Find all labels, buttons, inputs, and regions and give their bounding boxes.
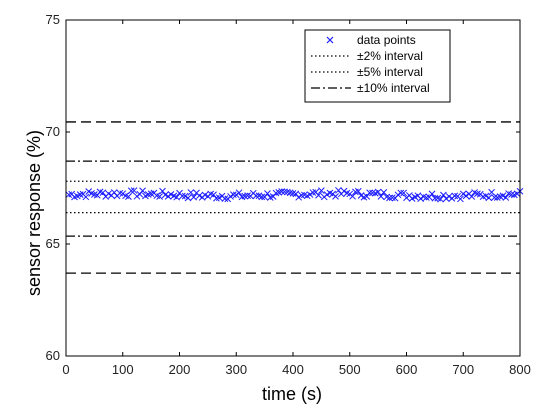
ticks: 0 100 200 300 400 500 600 700 800 60 65 70 75 <box>46 12 531 377</box>
data-point <box>400 189 408 197</box>
y-tick-label: 70 <box>46 124 60 139</box>
data-point <box>181 192 189 200</box>
data-point <box>462 192 470 200</box>
data-point <box>437 195 444 203</box>
data-point <box>119 190 127 198</box>
data-point <box>349 192 356 200</box>
data-point <box>99 189 107 197</box>
legend: data points ±2% interval ±5% interval ±10% … <box>304 29 451 103</box>
data-point <box>187 189 195 196</box>
data-point <box>139 187 146 195</box>
data-point <box>491 194 498 201</box>
data-point <box>164 193 172 200</box>
data-point <box>85 188 93 195</box>
data-point <box>281 188 288 196</box>
data-point <box>315 191 322 199</box>
x-tick-label: 0 <box>62 362 69 377</box>
data-point <box>130 187 138 194</box>
x-tick-label: 500 <box>339 362 361 377</box>
data-point <box>340 187 348 195</box>
data-point <box>232 191 240 199</box>
data-point <box>377 192 385 200</box>
legend-label: ±2% interval <box>357 49 423 63</box>
data-point <box>335 186 342 194</box>
data-point <box>278 188 286 195</box>
data-point <box>374 188 382 196</box>
data-point <box>508 191 515 198</box>
data-point <box>431 194 439 202</box>
data-point <box>386 194 393 202</box>
data-point <box>235 189 243 197</box>
x-tick-label: 800 <box>509 362 531 377</box>
data-point <box>298 191 305 199</box>
x-tick-label: 700 <box>452 362 474 377</box>
data-point <box>332 193 339 200</box>
y-tick-label: 75 <box>46 12 60 27</box>
data-point <box>178 192 186 200</box>
data-point <box>184 194 192 202</box>
data-point <box>156 193 163 200</box>
data-point <box>423 194 430 201</box>
x-tick-label: 100 <box>112 362 134 377</box>
data-point <box>502 194 510 201</box>
legend-label: ±5% interval <box>357 65 423 79</box>
data-point <box>125 193 132 201</box>
reference-lines <box>66 121 520 274</box>
data-point <box>221 195 229 202</box>
data-point <box>397 189 405 197</box>
data-point <box>133 192 141 200</box>
data-point <box>440 191 447 199</box>
data-point <box>244 192 251 200</box>
data-point <box>252 192 260 200</box>
data-point <box>369 189 376 197</box>
y-axis-label: sensor response (%) <box>24 130 44 296</box>
data-point <box>82 193 90 201</box>
data-point <box>318 187 325 194</box>
data-point <box>468 193 476 200</box>
data-point <box>451 192 459 200</box>
legend-marker <box>326 36 334 44</box>
data-point <box>306 191 314 198</box>
data-point <box>295 193 303 201</box>
data-point <box>488 188 495 196</box>
data-point <box>417 195 425 202</box>
data-point <box>190 193 198 201</box>
data-point <box>485 194 493 202</box>
data-point <box>264 190 271 197</box>
data-point <box>241 192 249 200</box>
data-point <box>366 189 373 197</box>
x-tick-label: 600 <box>396 362 418 377</box>
data-point <box>159 187 166 195</box>
data-point <box>474 190 481 198</box>
legend-label: data points <box>357 33 416 47</box>
data-point <box>173 193 181 201</box>
data-point <box>428 190 436 198</box>
data-point <box>230 191 237 198</box>
data-point <box>380 189 388 196</box>
data-point <box>354 187 362 195</box>
data-point <box>459 190 467 198</box>
x-tick-label: 300 <box>225 362 247 377</box>
x-tick-label: 400 <box>282 362 304 377</box>
data-points-series <box>65 186 524 203</box>
data-point <box>457 195 464 203</box>
x-tick-label: 200 <box>169 362 191 377</box>
data-point <box>258 193 266 201</box>
data-point <box>127 187 135 195</box>
data-point <box>394 191 402 199</box>
data-point <box>309 189 317 196</box>
y-tick-label: 65 <box>46 236 60 251</box>
data-point <box>445 193 453 200</box>
legend-label: ±10% interval <box>357 81 430 95</box>
x-axis-label: time (s) <box>262 384 322 404</box>
y-tick-label: 60 <box>46 348 60 363</box>
data-point <box>363 193 371 200</box>
legend-box <box>304 29 451 103</box>
